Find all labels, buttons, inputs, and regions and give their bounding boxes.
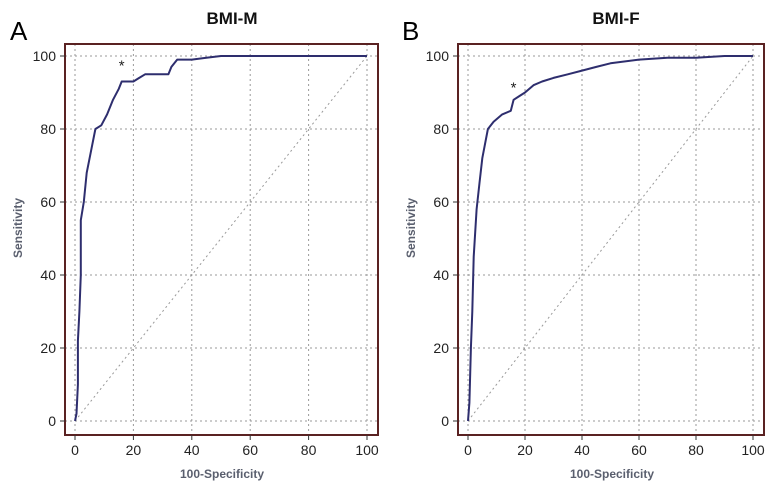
y-axis-label: Sensitivity	[404, 198, 418, 258]
panel-letter: A	[10, 16, 28, 46]
y-tick-label: 40	[40, 267, 56, 283]
x-tick-label: 100	[355, 442, 379, 458]
x-tick-label: 80	[688, 442, 704, 458]
plot-frame	[457, 43, 765, 436]
y-axis-label: Sensitivity	[11, 198, 25, 258]
panel-a: A BMI-M 0 20 40 60 80 100 0 20 40 60 80 100 100-Specif…	[10, 9, 379, 481]
y-tick-label: 20	[40, 340, 56, 356]
y-tick-label: 80	[433, 121, 449, 137]
roc-curve	[74, 55, 367, 422]
y-tick-label: 40	[433, 267, 449, 283]
x-tick-label: 20	[517, 442, 533, 458]
chart-title: BMI-F	[592, 9, 639, 28]
x-tick-label: 60	[631, 442, 647, 458]
x-tick-label: 80	[301, 442, 317, 458]
x-axis-label: 100-Specificity	[570, 467, 654, 481]
x-tick-label: 100	[741, 442, 765, 458]
y-tick-label: 0	[441, 413, 449, 429]
x-tick-label: 0	[464, 442, 472, 458]
y-tick-label: 20	[433, 340, 449, 356]
y-tick-label: 100	[33, 48, 57, 64]
x-tick-label: 0	[71, 442, 79, 458]
x-axis-label: 100-Specificity	[180, 467, 264, 481]
y-tick-label: 60	[40, 194, 56, 210]
x-tick-label: 20	[126, 442, 142, 458]
panel-letter: B	[402, 16, 419, 46]
y-tick-label: 0	[48, 413, 56, 429]
x-tick-label: 60	[242, 442, 258, 458]
chart-title: BMI-M	[207, 9, 258, 28]
y-tick-label: 80	[40, 121, 56, 137]
y-tick-label: 100	[426, 48, 450, 64]
cutoff-marker: *	[511, 80, 517, 97]
reference-diagonal	[467, 55, 754, 422]
cutoff-marker: *	[119, 58, 125, 75]
panel-b: B BMI-F 0 20 40 60 80 100 0 20 40 60 80 100 100-Specif…	[402, 9, 765, 481]
x-tick-label: 40	[184, 442, 200, 458]
roc-curve	[467, 55, 753, 422]
y-tick-label: 60	[433, 194, 449, 210]
reference-diagonal	[74, 55, 368, 422]
plot-frame	[64, 43, 379, 436]
x-tick-label: 40	[574, 442, 590, 458]
